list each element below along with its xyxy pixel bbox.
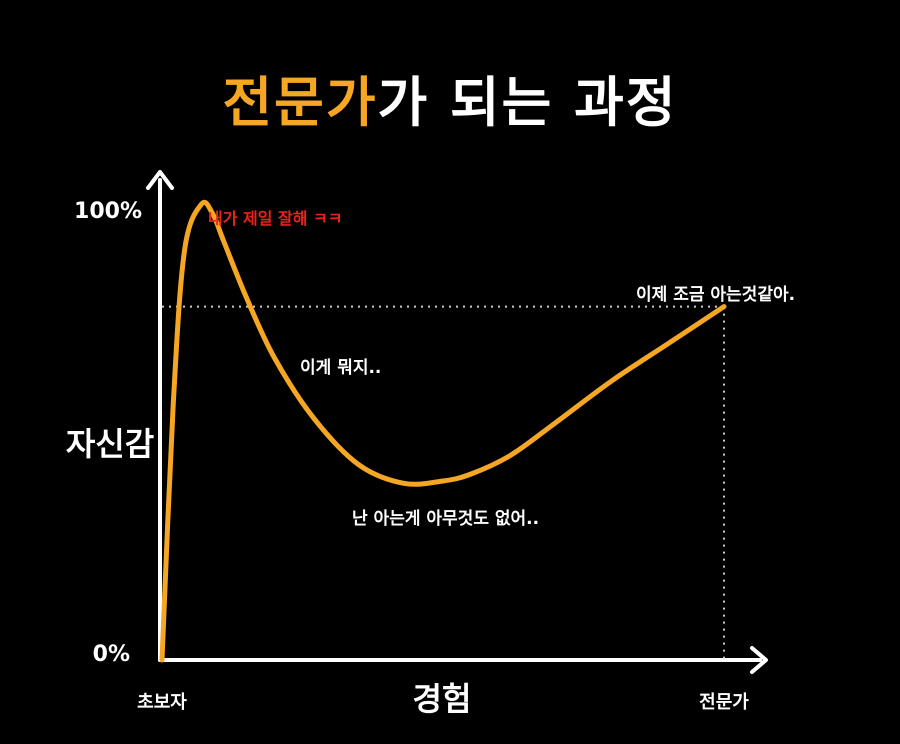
annotation-valley: 난 아는게 아무것도 없어.. xyxy=(352,509,539,529)
y-axis-label: 자신감 xyxy=(66,425,154,463)
annotation-descent: 이게 뭐지.. xyxy=(300,357,381,378)
confidence-curve xyxy=(159,199,727,663)
y-tick-100: 100% xyxy=(74,199,142,224)
y-axis-arrow xyxy=(146,170,174,190)
x-tick-expert: 전문가 xyxy=(699,692,749,713)
x-axis-arrow xyxy=(750,646,768,674)
annotation-peak: 내가 제일 잘해 ㅋㅋ xyxy=(208,209,342,228)
title-rest: 가 되는 과정 xyxy=(377,71,678,134)
y-tick-0: 0% xyxy=(93,642,130,667)
page-title: 전문가가 되는 과정 xyxy=(0,58,900,137)
x-axis-label: 경험 xyxy=(413,680,472,718)
title-highlight: 전문가 xyxy=(222,71,378,134)
annotation-end: 이제 조금 아는것같아. xyxy=(636,285,795,305)
x-tick-beginner: 초보자 xyxy=(137,692,187,713)
